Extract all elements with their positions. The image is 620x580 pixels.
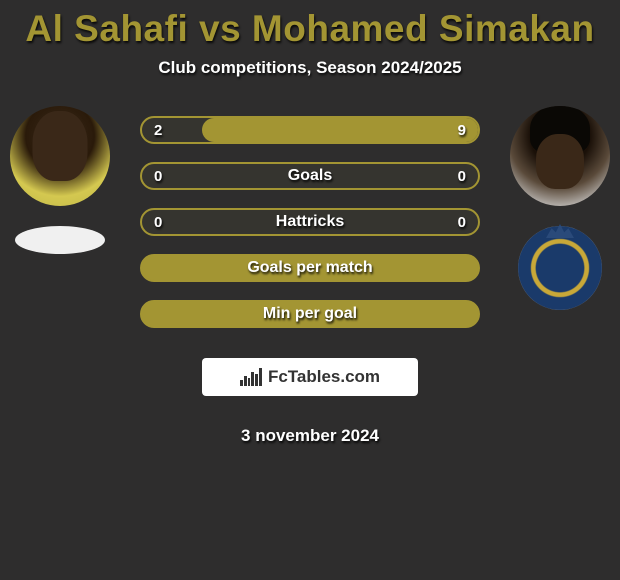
comparison-infographic: Al Sahafi vs Mohamed Simakan Club compet… — [0, 0, 620, 446]
player-photo-right — [510, 106, 610, 206]
stat-row: 0 Hattricks 0 — [140, 208, 480, 236]
stat-left-value: 2 — [154, 122, 162, 139]
comparison-row: 2Matches9 0 Goals 0 0 Hattricks 0 Goals per mat… — [0, 106, 620, 446]
club-badge-left — [15, 226, 105, 254]
stat-bars: 2Matches9 0 Goals 0 0 Hattricks 0 Goals per mat… — [110, 106, 510, 446]
player-photo-left — [10, 106, 110, 206]
stat-right-value: 0 — [458, 214, 466, 231]
stat-row: 0 Goals 0 — [140, 162, 480, 190]
subtitle: Club competitions, Season 2024/2025 — [0, 58, 620, 78]
date-label: 3 november 2024 — [241, 426, 379, 446]
right-side — [510, 106, 610, 310]
page-title: Al Sahafi vs Mohamed Simakan — [0, 8, 620, 50]
stat-row: Min per goal — [140, 300, 480, 328]
stat-label: Goals per match — [247, 259, 372, 277]
fctables-badge[interactable]: FcTables.com — [202, 358, 418, 396]
stat-row: Goals per match — [140, 254, 480, 282]
club-badge-right — [518, 226, 602, 310]
stat-left-value: 0 — [154, 168, 162, 185]
stat-label: Min per goal — [263, 305, 357, 323]
fctables-label: FcTables.com — [268, 367, 380, 387]
player-silhouette — [536, 134, 584, 189]
stat-left-value: 0 — [154, 214, 162, 231]
barchart-icon — [240, 368, 262, 386]
bar-fill — [202, 118, 478, 142]
crown-icon — [546, 224, 574, 238]
player-silhouette — [33, 111, 88, 181]
stat-row: 2Matches9 — [140, 116, 480, 144]
stat-label: Goals — [288, 167, 332, 185]
stat-label: Hattricks — [276, 213, 344, 231]
left-side — [10, 106, 110, 254]
stat-right-value: 0 — [458, 168, 466, 185]
stat-right-value: 9 — [458, 122, 466, 139]
